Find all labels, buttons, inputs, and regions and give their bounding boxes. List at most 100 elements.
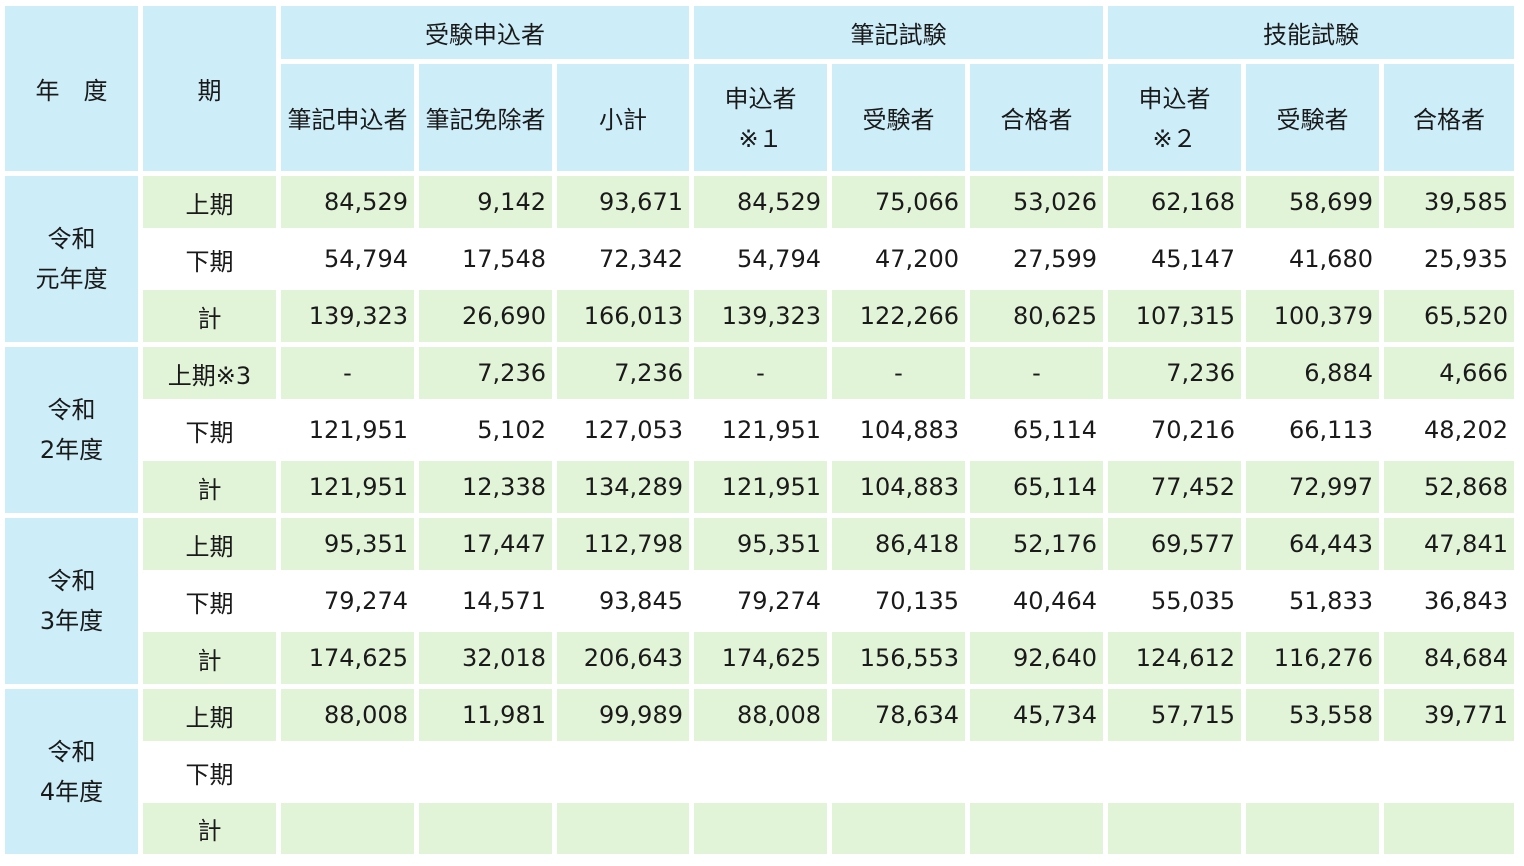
- value-cell: 55,035: [1108, 575, 1246, 632]
- value-cell: 47,841: [1384, 518, 1519, 575]
- value-cell: 66,113: [1246, 404, 1384, 461]
- value-cell: [832, 746, 970, 803]
- value-cell: [1108, 746, 1246, 803]
- year-label-year: 2年度: [39, 436, 104, 464]
- value-cell: [419, 803, 557, 859]
- value-cell: 121,951: [281, 461, 419, 518]
- value-cell: 77,452: [1108, 461, 1246, 518]
- year-label-year: 3年度: [39, 607, 104, 635]
- value-cell: 95,351: [281, 518, 419, 575]
- period-cell: 計: [143, 632, 281, 689]
- value-cell: [1384, 746, 1519, 803]
- table-header: 年 度 期 受験申込者 筆記試験 技能試験 筆記申込者 筆記免除者 小計 申込者 ※１ 受…: [5, 6, 1519, 176]
- value-cell: [832, 803, 970, 859]
- value-cell: [970, 746, 1108, 803]
- value-cell: 124,612: [1108, 632, 1246, 689]
- value-cell: 52,176: [970, 518, 1108, 575]
- sub-header-1: 筆記免除者: [419, 64, 557, 176]
- value-cell: 84,529: [694, 176, 832, 233]
- group-header-written-exam: 筆記試験: [694, 6, 1108, 64]
- table-row: 計: [5, 803, 1519, 859]
- value-cell: 39,585: [1384, 176, 1519, 233]
- sub-header-4: 受験者: [832, 64, 970, 176]
- table-row: 令和 2年度 上期※3-7,236 7,236- - -7,236 6,884 4,666: [5, 347, 1519, 518]
- value-cell: 80,625: [970, 290, 1108, 347]
- value-cell: 65,114: [970, 461, 1108, 518]
- value-cell: 57,715: [1108, 689, 1246, 746]
- value-cell: 45,147: [1108, 233, 1246, 290]
- year-label-year: 4年度: [39, 777, 104, 806]
- period-column-header: 期: [143, 6, 281, 176]
- value-cell: 93,845: [557, 575, 694, 632]
- value-cell: 39,771: [1384, 689, 1519, 746]
- value-cell: 17,548: [419, 233, 557, 290]
- value-cell: 92,640: [970, 632, 1108, 689]
- value-cell: 64,443: [1246, 518, 1384, 575]
- table-row: 計 121,951 12,338 134,289 121,951 104,883 65,11…: [5, 461, 1519, 518]
- sub-header-line2: ※１: [738, 124, 783, 153]
- sub-header-5: 合格者: [970, 64, 1108, 176]
- period-cell: 計: [143, 803, 281, 859]
- value-cell: 112,798: [557, 518, 694, 575]
- value-cell: 79,274: [281, 575, 419, 632]
- value-cell: 52,868: [1384, 461, 1519, 518]
- value-cell: [1384, 803, 1519, 859]
- value-cell: 70,216: [1108, 404, 1246, 461]
- value-cell: -: [832, 347, 970, 404]
- value-cell: 41,680: [1246, 233, 1384, 290]
- value-cell: [694, 746, 832, 803]
- sub-header-0: 筆記申込者: [281, 64, 419, 176]
- value-cell: 116,276: [1246, 632, 1384, 689]
- value-cell: 32,018: [419, 632, 557, 689]
- value-cell: 45,734: [970, 689, 1108, 746]
- value-cell: [694, 803, 832, 859]
- value-cell: -: [694, 347, 832, 404]
- sub-header-line1: 申込者: [1138, 84, 1211, 113]
- year-label-era: 令和: [47, 225, 96, 253]
- table-row: 下期 121,951 5,102 127,053 121,951 104,883 65,11…: [5, 404, 1519, 461]
- table-row: 令和 4年度 上期 88,008 11,981 99,989 88,008 78,634 45,…: [5, 689, 1519, 859]
- value-cell: [557, 746, 694, 803]
- value-cell: 121,951: [281, 404, 419, 461]
- value-cell: [1246, 803, 1384, 859]
- value-cell: 53,026: [970, 176, 1108, 233]
- sub-header-line1: 小計: [599, 106, 647, 134]
- sub-header-line2: ※２: [1152, 124, 1197, 153]
- period-cell: 上期※3: [143, 347, 281, 404]
- value-cell: [281, 746, 419, 803]
- value-cell: 72,342: [557, 233, 694, 290]
- value-cell: [1108, 803, 1246, 859]
- sub-header-7: 受験者: [1246, 64, 1384, 176]
- value-cell: 174,625: [281, 632, 419, 689]
- value-cell: 27,599: [970, 233, 1108, 290]
- value-cell: 104,883: [832, 461, 970, 518]
- period-cell: 上期: [143, 176, 281, 233]
- sub-header-line1: 筆記免除者: [425, 106, 546, 134]
- value-cell: 65,520: [1384, 290, 1519, 347]
- value-cell: 25,935: [1384, 233, 1519, 290]
- year-column-header: 年 度: [5, 6, 143, 176]
- value-cell: [557, 803, 694, 859]
- value-cell: [1246, 746, 1384, 803]
- value-cell: 78,634: [832, 689, 970, 746]
- value-cell: 95,351: [694, 518, 832, 575]
- period-cell: 下期: [143, 233, 281, 290]
- value-cell: [419, 746, 557, 803]
- value-cell: -: [281, 347, 419, 404]
- year-label-era: 令和: [47, 567, 96, 595]
- exam-statistics-table: 年 度 期 受験申込者 筆記試験 技能試験 筆記申込者 筆記免除者 小計 申込者 ※１ 受…: [5, 6, 1519, 859]
- sub-header-line1: 受験者: [862, 106, 935, 134]
- value-cell: 26,690: [419, 290, 557, 347]
- value-cell: 48,202: [1384, 404, 1519, 461]
- value-cell: 58,699: [1246, 176, 1384, 233]
- table-row: 令和 元年度 上期 84,529 9,142 93,671 84,529 75,066 53,0…: [5, 176, 1519, 347]
- table-body: 令和 元年度 上期 84,529 9,142 93,671 84,529 75,066 53,0…: [5, 176, 1519, 859]
- period-cell: 計: [143, 290, 281, 347]
- sub-header-3: 申込者 ※１: [694, 64, 832, 176]
- year-label-era: 令和: [47, 737, 96, 766]
- group-header-applicants: 受験申込者: [281, 6, 694, 64]
- value-cell: 84,684: [1384, 632, 1519, 689]
- value-cell: 7,236: [1108, 347, 1246, 404]
- value-cell: 93,671: [557, 176, 694, 233]
- value-cell: 7,236: [557, 347, 694, 404]
